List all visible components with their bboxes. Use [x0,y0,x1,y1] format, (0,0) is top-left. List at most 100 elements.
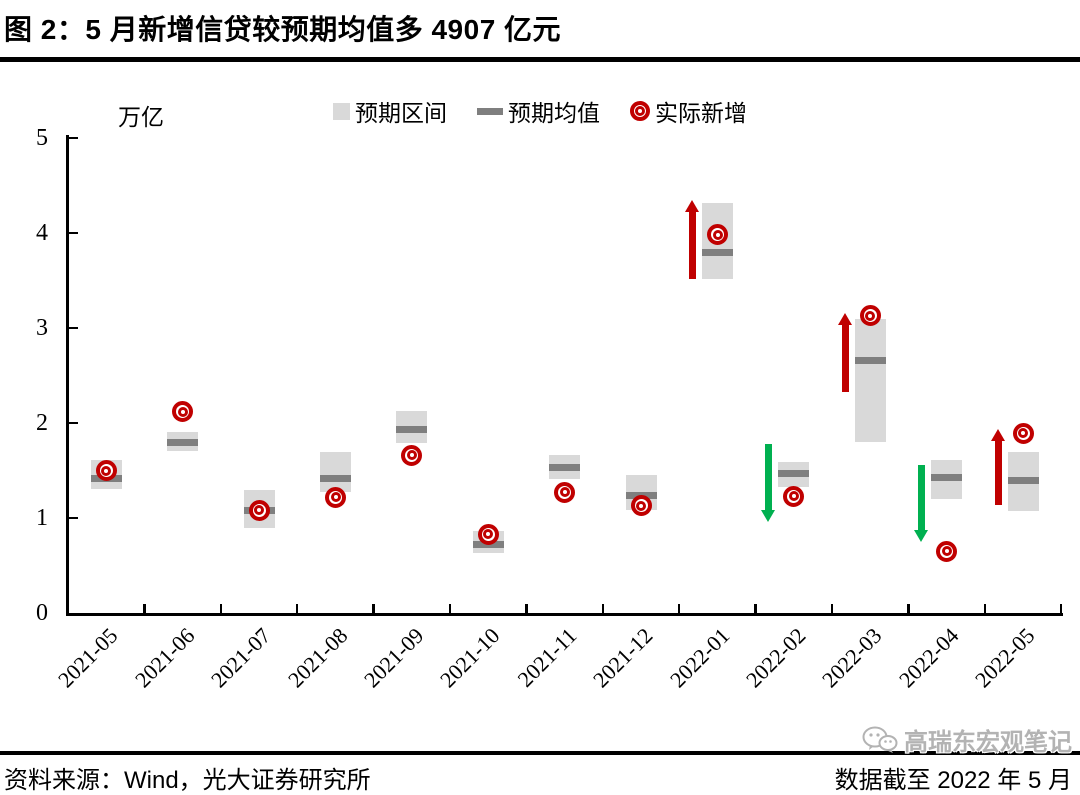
actual-new-credit-marker [477,523,499,545]
x-tickmark [983,604,987,613]
x-tickmark [525,604,528,613]
x-tickmark [372,604,375,613]
actual-new-credit-marker [95,460,117,481]
legend-label: 预期区间 [355,100,447,126]
actual-new-credit-marker [401,444,423,466]
x-tickmark [907,604,910,613]
red-ring-icon [248,499,270,521]
legend-item-actual: 实际新增 [630,94,747,128]
red-ring-icon [325,486,346,508]
actual-new-credit-marker [936,540,958,562]
y-axis-unit-label: 万亿 [118,104,164,130]
actual-new-credit-marker [248,499,270,521]
y-tick-label: 2 [36,410,48,436]
x-tickmark [1059,604,1063,613]
expected-range-box [320,451,351,493]
watermark-label: 高瑞东宏观笔记 [904,729,1072,756]
x-tick-label: 2021-06 [129,622,200,693]
x-tickmark [677,604,681,613]
x-tickmark [143,604,146,613]
legend-item-expected-range: 预期区间 [333,94,447,128]
red-ring-icon [707,224,728,246]
footer-source: 资料来源：Wind，光大证券研究所 [4,767,371,794]
expected-mean-line [854,356,886,364]
down-arrow-head-icon [914,529,929,542]
actual-new-credit-marker [783,485,805,507]
x-tick-label: 2022-04 [893,622,964,693]
red-ring-icon [554,481,576,503]
x-tick-label: 2021-12 [588,622,658,693]
x-tick-label: 2021-05 [53,622,123,693]
footer-divider [0,751,1080,755]
x-tick-label: 2022-01 [664,622,734,693]
legend-label: 预期均值 [508,100,600,126]
chart-legend: 预期区间 预期均值 实际新增 [0,94,1080,128]
y-tickmark [68,421,78,425]
y-tick-label: 3 [36,315,48,341]
legend-item-expected-mean: 预期均值 [477,94,600,128]
red-ring-icon [477,523,499,545]
y-tickmark [68,516,78,520]
x-tick-label: 2022-03 [817,622,887,693]
x-tickmark [754,604,757,613]
y-tick-label: 0 [36,600,48,626]
up-arrow-head-icon [990,428,1005,441]
y-tickmark [68,136,78,140]
x-tick-label: 2021-07 [206,622,276,693]
x-axis-line [66,613,1063,616]
expected-mean-line [167,438,199,446]
watermark: 高瑞东宏观笔记 [862,722,1072,757]
up-arrow-shaft [994,439,1002,505]
red-ring-icon [783,485,805,507]
expected-range-swatch-icon [333,102,350,120]
wechat-icon [862,726,898,753]
actual-ring-icon [630,101,650,121]
red-ring-icon [95,460,117,481]
down-arrow-shaft [765,443,773,511]
up-arrow-head-icon [837,312,852,325]
actual-new-credit-marker [630,495,652,517]
red-ring-icon [859,305,881,327]
red-ring-icon [401,444,423,466]
x-tickmark [66,604,70,613]
actual-new-credit-marker [1012,422,1034,444]
up-arrow-head-icon [685,199,699,212]
expected-mean-line [702,249,733,257]
x-tickmark [601,604,605,613]
expected-mean-line [778,469,810,477]
red-ring-icon [172,401,194,423]
x-tickmark [448,604,452,613]
actual-new-credit-marker [325,486,346,508]
footer-cutoff: 数据截至 2022 年 5 月 [834,767,1072,794]
title-divider [0,57,1080,62]
actual-new-credit-marker [172,401,194,423]
expected-mean-dash-icon [477,107,503,115]
down-arrow-head-icon [761,509,776,522]
y-tick-label: 1 [36,505,48,531]
x-tickmark [295,604,299,613]
x-tick-label: 2022-02 [740,622,811,693]
x-tick-label: 2021-09 [358,622,429,693]
expected-mean-line [320,474,351,482]
expected-mean-line [396,426,428,434]
x-tickmark [830,604,834,613]
down-arrow-shaft [918,464,926,531]
expected-mean-line [1007,476,1039,484]
x-tick-label: 2021-11 [512,622,582,692]
up-arrow-shaft [841,323,849,392]
y-tickmark [68,326,78,330]
up-arrow-shaft [689,210,696,279]
actual-new-credit-marker [707,224,728,246]
red-ring-icon [1012,422,1034,444]
chart-title: 图 2：5 月新增信贷较预期均值多 4907 亿元 [4,14,562,45]
actual-new-credit-marker [554,481,576,503]
y-tickmark [68,231,78,235]
x-tick-label: 2022-05 [970,622,1040,693]
legend-label: 实际新增 [655,100,747,126]
expected-mean-line [549,464,581,472]
y-tick-label: 5 [36,125,48,151]
red-ring-icon [630,495,652,517]
y-axis-line [66,135,69,616]
x-tick-label: 2021-08 [282,622,352,693]
